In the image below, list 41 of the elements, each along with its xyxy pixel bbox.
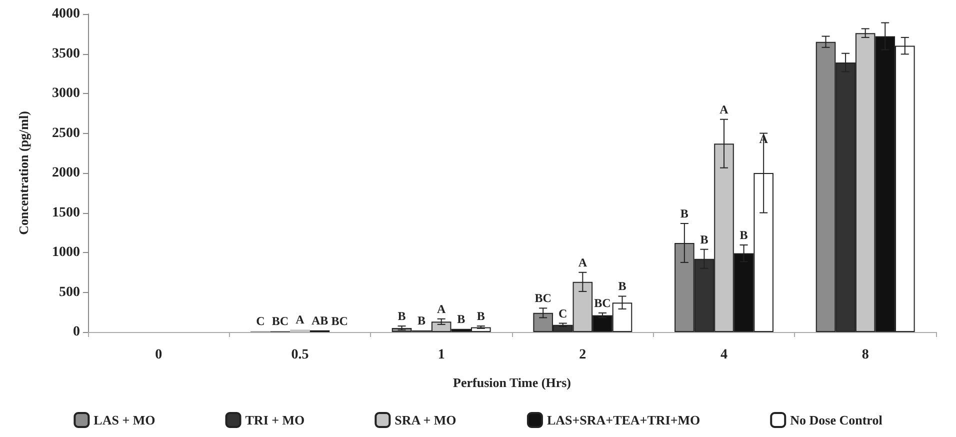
legend-label: LAS + MO <box>94 412 156 428</box>
legend-label: TRI + MO <box>245 412 305 428</box>
x-tick-label: 1 <box>438 348 445 362</box>
data-label: B <box>680 206 688 220</box>
data-label: A <box>720 102 729 117</box>
y-tick-label: 3000 <box>52 86 80 101</box>
x-tick-label: 2 <box>579 348 586 362</box>
data-label: A <box>578 255 588 270</box>
y-tick-label: 0 <box>73 324 80 340</box>
y-tick-label: 4000 <box>52 6 80 22</box>
data-label: B <box>457 312 466 326</box>
legend-label: No Dose Control <box>790 412 883 428</box>
y-tick-label: 2000 <box>52 166 80 180</box>
x-tick-label: 0 <box>155 348 162 362</box>
data-label: A <box>296 312 305 327</box>
data-label: B <box>618 279 626 294</box>
data-label: BC <box>534 291 552 306</box>
y-tick-label: 1000 <box>52 245 80 260</box>
x-axis-title: Perfusion Time (Hrs) <box>453 375 571 390</box>
data-label: AB <box>311 313 328 328</box>
legend-label: LAS+SRA+TEA+TRI+MO <box>546 412 700 428</box>
y-axis-title: Concentration (pg/ml) <box>16 111 31 235</box>
y-tick-label: 3500 <box>52 46 80 62</box>
data-label: BC <box>594 296 611 310</box>
x-tick-label: 4 <box>720 348 728 362</box>
data-label: BC <box>272 314 289 328</box>
data-label: B <box>700 232 708 246</box>
x-tick-label: 0.5 <box>291 348 309 362</box>
x-tick-label: 8 <box>862 348 869 362</box>
y-tick-label: 1500 <box>52 205 80 220</box>
legend-label: SRA + MO <box>394 412 456 428</box>
data-label: C <box>558 306 568 320</box>
y-tick-label: 500 <box>59 284 80 300</box>
data-label: B <box>418 313 426 328</box>
data-label: B <box>476 309 485 324</box>
data-label: C <box>256 314 265 328</box>
data-label: A <box>436 302 446 316</box>
data-label: B <box>740 228 748 242</box>
data-label: BC <box>331 314 348 328</box>
data-label: B <box>398 309 406 324</box>
y-tick-label: 2500 <box>52 126 80 141</box>
